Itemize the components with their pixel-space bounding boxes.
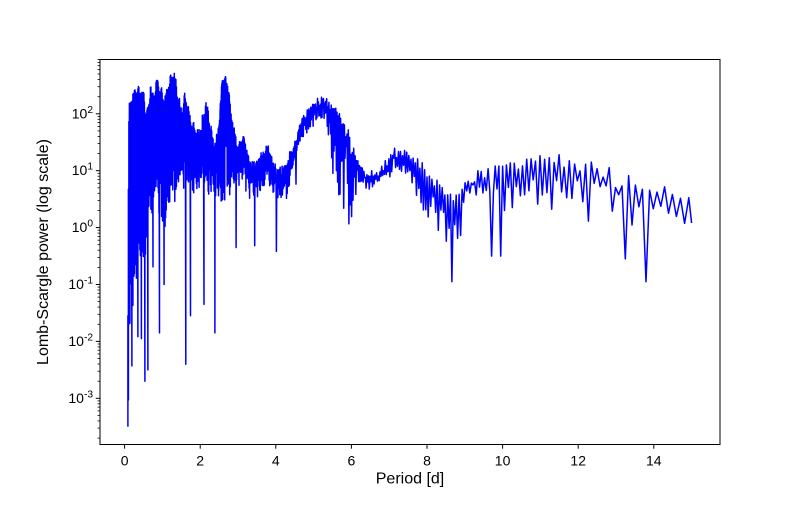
svg-text:8: 8 xyxy=(423,453,431,469)
svg-text:4: 4 xyxy=(272,453,280,469)
svg-text:Lomb-Scargle power (log scale): Lomb-Scargle power (log scale) xyxy=(35,139,52,365)
svg-text:0: 0 xyxy=(121,453,129,469)
svg-text:6: 6 xyxy=(348,453,356,469)
svg-text:14: 14 xyxy=(646,453,662,469)
svg-text:Period [d]: Period [d] xyxy=(376,471,444,488)
svg-text:2: 2 xyxy=(196,453,204,469)
svg-text:10: 10 xyxy=(495,453,511,469)
svg-text:12: 12 xyxy=(570,453,586,469)
